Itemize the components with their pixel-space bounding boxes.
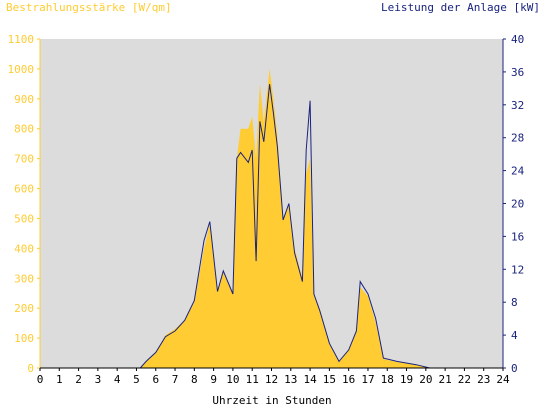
power-line <box>40 84 503 369</box>
left-tick-label: 700 <box>14 153 34 166</box>
x-tick-label: 14 <box>303 373 317 386</box>
right-tick-label: 24 <box>511 165 525 178</box>
left-tick-label: 500 <box>14 212 34 225</box>
x-tick-label: 7 <box>172 373 179 386</box>
x-tick-label: 5 <box>133 373 140 386</box>
x-tick-label: 23 <box>477 373 490 386</box>
left-tick-label: 0 <box>27 362 34 375</box>
right-tick-label: 28 <box>511 132 524 145</box>
left-tick-label: 900 <box>14 93 34 106</box>
x-tick-label: 8 <box>191 373 198 386</box>
right-tick-label: 36 <box>511 66 524 79</box>
right-tick-label: 16 <box>511 230 524 243</box>
x-tick-label: 17 <box>361 373 374 386</box>
left-tick-label: 200 <box>14 302 34 315</box>
right-tick-label: 12 <box>511 263 524 276</box>
x-tick-label: 15 <box>323 373 336 386</box>
x-tick-label: 4 <box>114 373 121 386</box>
x-tick-label: 9 <box>210 373 217 386</box>
x-tick-label: 18 <box>381 373 394 386</box>
x-tick-label: 2 <box>75 373 82 386</box>
x-tick-label: 11 <box>246 373 259 386</box>
right-tick-label: 4 <box>511 329 518 342</box>
x-tick-label: 6 <box>152 373 159 386</box>
x-tick-label: 12 <box>265 373 278 386</box>
right-tick-label: 40 <box>511 33 524 46</box>
irradiance-area-layer <box>40 68 503 369</box>
left-tick-label: 300 <box>14 272 34 285</box>
right-tick-label: 20 <box>511 198 524 211</box>
x-tick-label: 13 <box>284 373 297 386</box>
x-axis-title: Uhrzeit in Stunden <box>212 394 332 407</box>
left-tick-label: 1100 <box>8 33 35 46</box>
irradiance-area <box>40 68 503 369</box>
x-tick-label: 0 <box>37 373 44 386</box>
x-tick-label: 21 <box>439 373 452 386</box>
right-tick-label: 8 <box>511 296 518 309</box>
x-tick-label: 19 <box>400 373 413 386</box>
left-tick-label: 100 <box>14 332 34 345</box>
left-tick-label: 1000 <box>8 63 35 76</box>
x-tick-label: 20 <box>419 373 432 386</box>
axes-layer: 0100200300400500600700800900100011000481… <box>8 33 525 386</box>
left-axis-title: Bestrahlungsstärke [W/qm] <box>6 1 172 14</box>
x-tick-label: 1 <box>56 373 63 386</box>
right-tick-label: 32 <box>511 99 524 112</box>
right-axis-title: Leistung der Anlage [kW] <box>381 1 540 14</box>
right-tick-label: 0 <box>511 362 518 375</box>
x-tick-label: 16 <box>342 373 355 386</box>
left-tick-label: 800 <box>14 123 34 136</box>
left-tick-label: 600 <box>14 183 34 196</box>
power-line-layer <box>40 84 503 369</box>
x-tick-label: 10 <box>226 373 239 386</box>
left-tick-label: 400 <box>14 242 34 255</box>
x-tick-label: 3 <box>95 373 102 386</box>
x-tick-label: 24 <box>496 373 510 386</box>
x-tick-label: 22 <box>458 373 471 386</box>
